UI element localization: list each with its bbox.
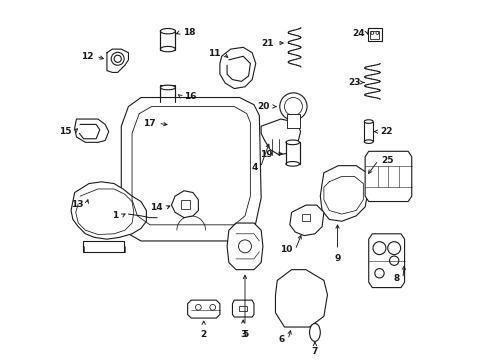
Text: 11: 11 (208, 49, 220, 58)
Ellipse shape (160, 85, 175, 90)
Bar (370, 31, 379, 39)
Ellipse shape (286, 162, 299, 166)
Text: 6: 6 (279, 335, 285, 344)
Circle shape (191, 114, 211, 134)
Circle shape (171, 113, 194, 136)
Text: 19: 19 (260, 150, 273, 159)
Text: 15: 15 (59, 127, 72, 136)
Polygon shape (227, 223, 263, 270)
Text: 22: 22 (381, 127, 393, 136)
Bar (287, 114, 300, 128)
Text: 25: 25 (381, 156, 394, 165)
Text: 10: 10 (280, 246, 293, 255)
Circle shape (280, 93, 307, 120)
Text: 9: 9 (334, 254, 341, 263)
Polygon shape (290, 205, 324, 235)
Polygon shape (172, 191, 198, 218)
Text: 24: 24 (352, 29, 365, 38)
Text: 17: 17 (143, 119, 155, 128)
Polygon shape (320, 166, 368, 221)
Text: 1: 1 (112, 211, 119, 220)
Ellipse shape (160, 100, 175, 104)
Text: 23: 23 (349, 78, 361, 87)
Text: 4: 4 (251, 163, 258, 172)
Text: 18: 18 (183, 28, 196, 37)
Text: 20: 20 (258, 102, 270, 111)
Ellipse shape (310, 323, 320, 341)
Text: 14: 14 (150, 203, 163, 212)
Polygon shape (122, 98, 261, 241)
Bar (160, 30, 175, 50)
Ellipse shape (286, 140, 299, 145)
Text: 16: 16 (184, 92, 196, 101)
Polygon shape (275, 270, 327, 327)
Text: 13: 13 (71, 200, 84, 209)
Bar (368, 28, 382, 41)
Polygon shape (74, 119, 109, 142)
Polygon shape (71, 182, 147, 239)
Text: 5: 5 (242, 329, 248, 338)
Text: 7: 7 (312, 347, 318, 356)
Ellipse shape (364, 120, 373, 123)
Polygon shape (365, 151, 412, 202)
Polygon shape (368, 234, 405, 288)
Text: 3: 3 (240, 329, 246, 338)
Polygon shape (261, 119, 300, 155)
Bar (160, 85, 175, 103)
Ellipse shape (364, 140, 373, 143)
Text: 2: 2 (200, 329, 207, 338)
Bar (239, 306, 247, 311)
Text: 12: 12 (81, 52, 93, 61)
Polygon shape (188, 300, 220, 318)
Ellipse shape (160, 28, 175, 34)
Ellipse shape (160, 46, 175, 52)
Text: 8: 8 (393, 274, 400, 283)
Text: 21: 21 (261, 39, 274, 48)
Polygon shape (232, 300, 254, 317)
Bar (181, 200, 190, 209)
Bar (364, 122, 373, 141)
Polygon shape (220, 47, 256, 89)
Bar (83, 241, 124, 252)
Bar (286, 142, 299, 164)
Bar (302, 215, 310, 221)
